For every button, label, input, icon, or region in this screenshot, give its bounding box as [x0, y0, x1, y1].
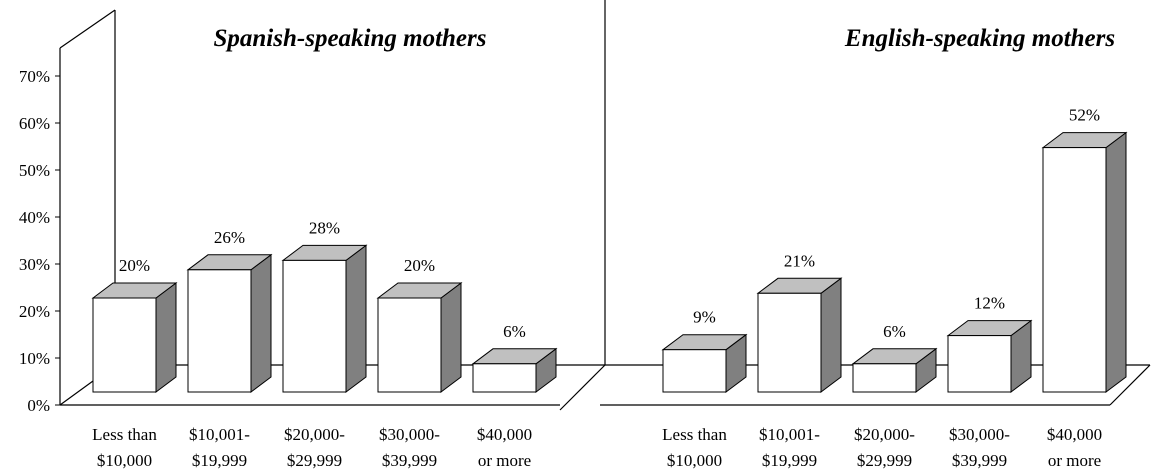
axis-line: [59, 9, 116, 49]
y-tick-label: 20%: [19, 302, 50, 321]
bar-side: [440, 282, 462, 393]
panel-title: Spanish-speaking mothers: [214, 25, 487, 52]
bar: [661, 333, 748, 393]
bar: [756, 277, 843, 393]
value-label: 28%: [309, 218, 340, 237]
y-tick-label: 50%: [19, 161, 50, 180]
y-tick-label: 40%: [19, 208, 50, 227]
x-tick-label: Less than $10,000: [92, 425, 157, 470]
value-label: 20%: [404, 256, 435, 275]
x-tick-label: $20,000-$29,999: [284, 425, 345, 470]
x-tick-label: $40,000 or more: [477, 425, 532, 470]
bar-front: [187, 269, 252, 393]
bar-side: [155, 282, 177, 393]
x-tick-label: $30,000-$39,999: [379, 425, 440, 470]
bar: [186, 253, 273, 393]
x-tick-label: $30,000-$39,999: [949, 425, 1010, 470]
y-tick-label: 30%: [19, 255, 50, 274]
value-label: 21%: [784, 251, 815, 270]
x-tick-label: $40,000 or more: [1047, 425, 1102, 470]
bar: [376, 282, 463, 393]
panel-title: English-speaking mothers: [844, 25, 1115, 52]
bar: [1041, 131, 1128, 393]
bar-front: [92, 297, 157, 393]
bar-front: [852, 363, 917, 393]
y-tick-label: 10%: [19, 349, 50, 368]
bar-front: [377, 297, 442, 393]
bar: [851, 347, 938, 393]
bar-front: [947, 335, 1012, 393]
bar-front: [472, 363, 537, 393]
floor-line: [1109, 364, 1151, 406]
bar-front: [757, 292, 822, 393]
x-tick-label: $20,000-$29,999: [854, 425, 915, 470]
x-tick-label: $10,001-$19,999: [189, 425, 250, 470]
value-label: 9%: [693, 308, 716, 327]
value-label: 12%: [974, 294, 1005, 313]
bar-front: [662, 349, 727, 393]
bar: [471, 347, 558, 393]
bar-front: [1042, 147, 1107, 393]
bar-side: [820, 277, 842, 393]
y-tick-label: 0%: [27, 396, 50, 415]
value-label: 6%: [883, 322, 906, 341]
bar: [946, 319, 1033, 393]
x-tick-label: Less than $10,000: [662, 425, 727, 470]
bar-front: [282, 259, 347, 393]
bar: [281, 244, 368, 393]
bar-side: [250, 253, 272, 393]
value-label: 20%: [119, 256, 150, 275]
y-tick-label: 60%: [19, 114, 50, 133]
floor-line: [559, 364, 606, 411]
x-tick-label: $10,001-$19,999: [759, 425, 820, 470]
bar: [91, 282, 178, 393]
y-tick-label: 70%: [19, 67, 50, 86]
bar-side: [345, 244, 367, 393]
bar-side: [1105, 131, 1127, 393]
value-label: 6%: [503, 322, 526, 341]
value-label: 52%: [1069, 106, 1100, 125]
value-label: 26%: [214, 228, 245, 247]
